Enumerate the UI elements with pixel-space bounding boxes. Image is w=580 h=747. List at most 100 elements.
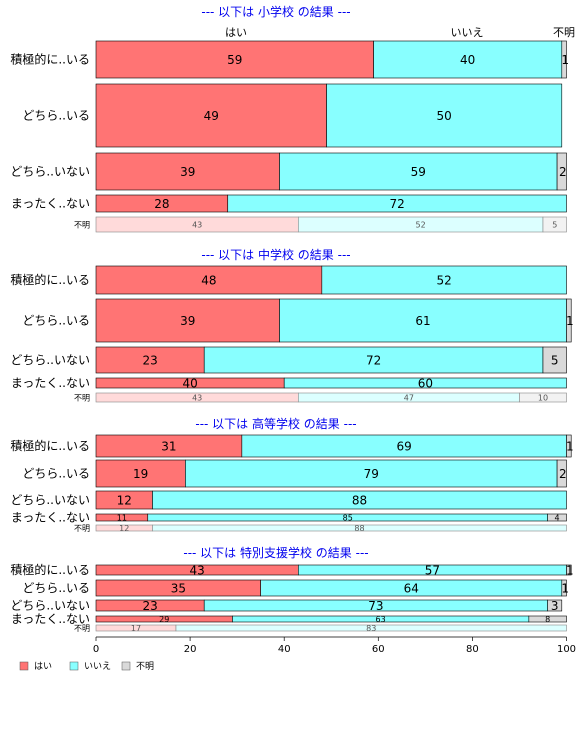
category-label: どちら..いる <box>22 314 90 328</box>
panel-title: --- 以下は 特別支援学校 の結果 --- <box>183 545 368 560</box>
category-label: まったく..ない <box>11 612 90 626</box>
bar-segment <box>152 490 567 510</box>
data-label: 63 <box>376 615 386 624</box>
legend-label: 不明 <box>136 661 154 672</box>
data-label: 83 <box>366 624 376 633</box>
data-label: 40 <box>182 376 197 390</box>
data-label: 64 <box>404 581 419 595</box>
bar-segment <box>542 346 567 374</box>
data-label: 39 <box>180 165 195 179</box>
category-label: どちら..いない <box>10 353 90 367</box>
data-label: 72 <box>389 197 404 211</box>
category-label: どちら..いる <box>22 467 90 481</box>
category-label: 不明 <box>74 394 90 403</box>
bar-segment <box>185 459 558 488</box>
data-label: 12 <box>117 493 132 507</box>
data-label: 85 <box>343 513 353 522</box>
bar-segment <box>175 624 567 632</box>
data-label: 1 <box>566 563 574 577</box>
bar-segment <box>556 459 567 488</box>
data-label: 17 <box>131 624 141 633</box>
bar-segment <box>95 459 186 488</box>
bar-segment <box>373 40 563 79</box>
category-label: どちら..いない <box>10 599 90 613</box>
data-label: 4 <box>555 513 560 522</box>
data-label: 29 <box>159 615 169 624</box>
data-label: 60 <box>418 376 433 390</box>
data-label: 48 <box>201 273 216 287</box>
category-label: 積極的に..いる <box>10 438 90 453</box>
panel-title: --- 以下は 高等学校 の結果 --- <box>195 416 356 431</box>
bar-segment <box>95 265 323 295</box>
data-label: 69 <box>397 439 412 453</box>
data-label: 1 <box>561 581 569 595</box>
category-label: 不明 <box>74 221 90 230</box>
bar-segment <box>556 152 567 191</box>
data-label: 59 <box>411 165 426 179</box>
category-label: どちら..いない <box>10 165 90 179</box>
data-label: 11 <box>117 513 127 522</box>
data-label: 1 <box>566 439 574 453</box>
data-label: 2 <box>559 467 567 481</box>
category-label: まったく..ない <box>11 511 90 525</box>
bar-segment <box>95 298 280 343</box>
data-label: 1 <box>566 314 574 328</box>
bar-segment <box>95 40 374 79</box>
bar-segment <box>326 83 563 148</box>
column-header-unknown: 不明 <box>553 26 575 39</box>
data-label: 19 <box>133 467 148 481</box>
bar-segment <box>279 152 558 191</box>
panel-title: --- 以下は 小学校 の結果 --- <box>201 4 350 19</box>
data-label: 5 <box>552 220 557 229</box>
category-label: どちら..いない <box>10 493 90 507</box>
data-label: 23 <box>142 599 157 613</box>
data-label: 43 <box>192 393 202 402</box>
data-label: 23 <box>142 353 157 367</box>
data-label: 61 <box>415 314 430 328</box>
data-label: 57 <box>425 563 440 577</box>
legend-swatch <box>19 661 29 671</box>
category-label: 不明 <box>74 524 90 533</box>
bar-segment <box>519 392 567 403</box>
legend-label: はい <box>34 661 52 672</box>
category-label: どちら..いる <box>22 581 90 595</box>
data-label: 2 <box>559 165 567 179</box>
data-label: 12 <box>119 524 129 533</box>
category-label: 積極的に..いる <box>10 562 90 577</box>
data-label: 39 <box>180 314 195 328</box>
data-label: 52 <box>437 273 452 287</box>
legend-label: いいえ <box>84 661 111 672</box>
bar-segment <box>528 615 567 623</box>
data-label: 49 <box>204 109 219 123</box>
legend-swatch <box>69 661 79 671</box>
x-tick-label: 0 <box>93 644 99 655</box>
legend-swatch <box>121 661 131 671</box>
bar-segment <box>542 216 567 233</box>
category-label: どちら..いる <box>22 109 90 123</box>
x-tick-label: 40 <box>278 644 291 655</box>
data-label: 73 <box>368 599 383 613</box>
data-label: 88 <box>354 524 364 533</box>
data-label: 10 <box>538 393 548 402</box>
column-header-no: いいえ <box>451 26 484 39</box>
data-label: 50 <box>437 109 452 123</box>
bar-segment <box>547 513 567 522</box>
panel-title: --- 以下は 中学校 の結果 --- <box>201 247 350 262</box>
category-label: まったく..ない <box>11 197 90 211</box>
category-label: 不明 <box>74 624 90 633</box>
data-label: 5 <box>551 353 559 367</box>
bar-segment <box>95 152 280 191</box>
data-label: 35 <box>171 581 186 595</box>
bar-segment <box>95 346 205 374</box>
x-tick-label: 20 <box>184 644 197 655</box>
data-label: 31 <box>161 439 176 453</box>
bar-segment <box>561 40 567 79</box>
bar-segment <box>321 265 567 295</box>
data-label: 72 <box>366 353 381 367</box>
data-label: 88 <box>352 493 367 507</box>
category-label: まったく..ない <box>11 376 90 390</box>
data-label: 59 <box>227 53 242 67</box>
data-label: 47 <box>404 393 414 402</box>
data-label: 43 <box>192 220 202 229</box>
